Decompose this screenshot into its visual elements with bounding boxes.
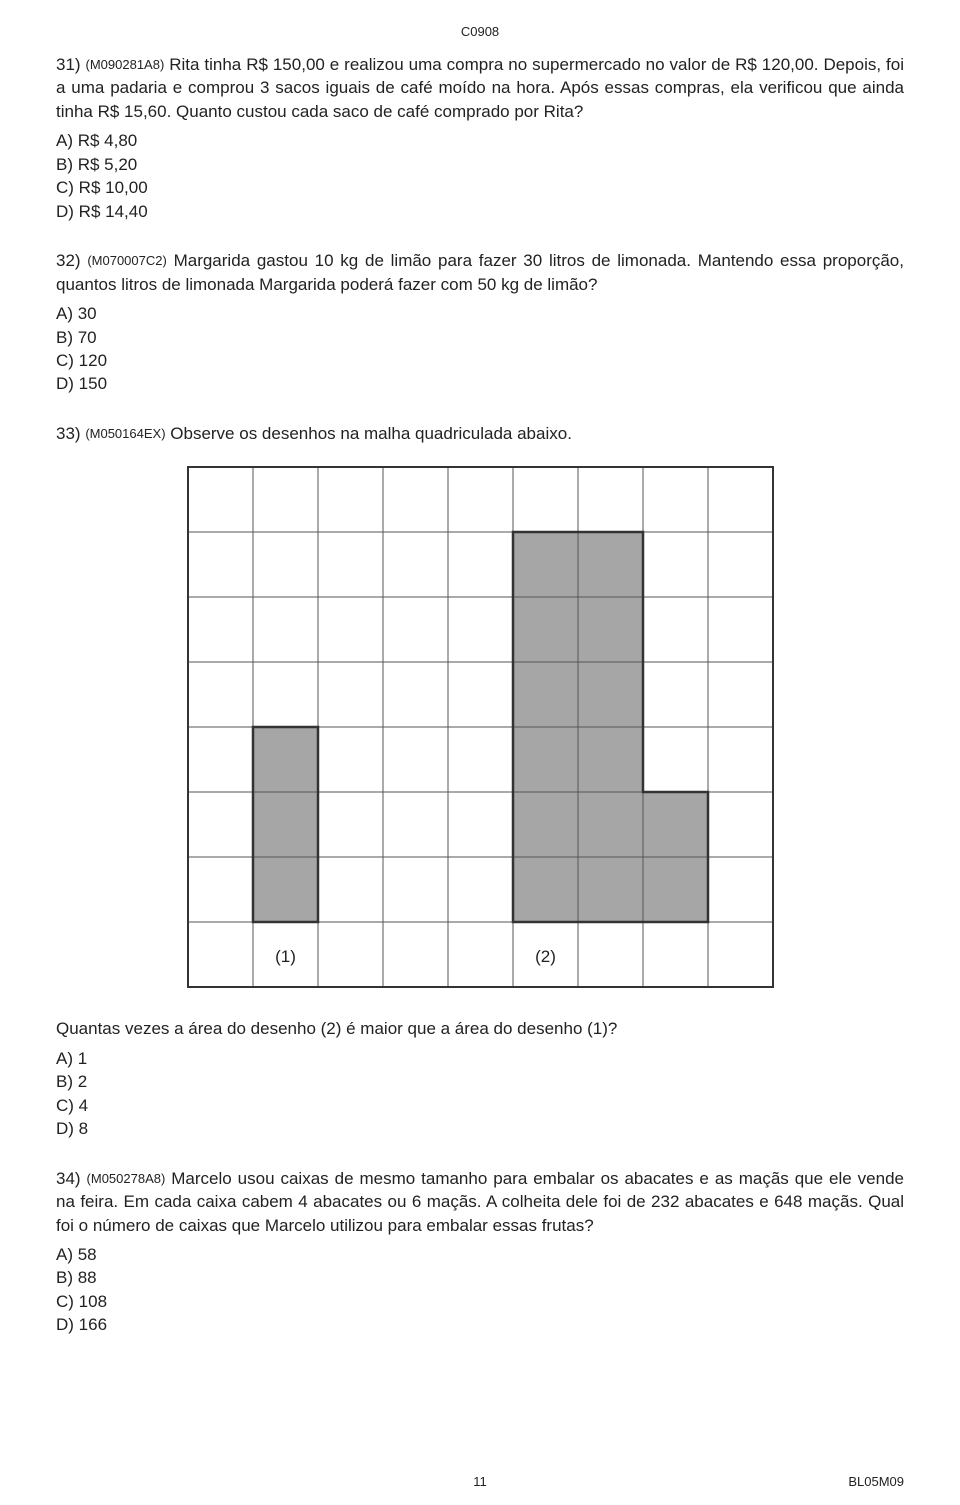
option-c: C) 108 — [56, 1290, 904, 1313]
option-b: B) 2 — [56, 1070, 904, 1093]
question-32: 32) (M070007C2) Margarida gastou 10 kg d… — [56, 249, 904, 396]
question-31-options: A) R$ 4,80 B) R$ 5,20 C) R$ 10,00 D) R$ … — [56, 129, 904, 223]
page: C0908 31) (M090281A8) Rita tinha R$ 150,… — [0, 0, 960, 1505]
question-34-prompt: 34) (M050278A8) Marcelo usou caixas de m… — [56, 1167, 904, 1237]
option-c: C) R$ 10,00 — [56, 176, 904, 199]
question-33-after: Quantas vezes a área do desenho (2) é ma… — [56, 1017, 904, 1040]
option-a: A) 30 — [56, 302, 904, 325]
option-d: D) 150 — [56, 372, 904, 395]
option-a: A) 1 — [56, 1047, 904, 1070]
question-32-options: A) 30 B) 70 C) 120 D) 150 — [56, 302, 904, 396]
option-b: B) 70 — [56, 326, 904, 349]
question-number: 32) — [56, 251, 81, 270]
question-33: 33) (M050164EX) Observe os desenhos na m… — [56, 422, 904, 1141]
question-34-options: A) 58 B) 88 C) 108 D) 166 — [56, 1243, 904, 1337]
question-text: Rita tinha R$ 150,00 e realizou uma comp… — [56, 55, 904, 121]
question-code: (M070007C2) — [87, 253, 167, 268]
question-31: 31) (M090281A8) Rita tinha R$ 150,00 e r… — [56, 53, 904, 223]
question-code: (M050164EX) — [85, 426, 165, 441]
question-number: 33) — [56, 424, 81, 443]
header-code: C0908 — [56, 24, 904, 39]
question-33-options: A) 1 B) 2 C) 4 D) 8 — [56, 1047, 904, 1141]
option-d: D) 166 — [56, 1313, 904, 1336]
svg-text:(2): (2) — [535, 948, 556, 967]
option-a: A) R$ 4,80 — [56, 129, 904, 152]
grid-figure: (1) (2) — [56, 465, 904, 989]
question-number: 34) — [56, 1169, 81, 1188]
option-c: C) 4 — [56, 1094, 904, 1117]
question-text: Observe os desenhos na malha quadriculad… — [170, 424, 572, 443]
question-text: Margarida gastou 10 kg de limão para faz… — [56, 251, 904, 293]
question-31-prompt: 31) (M090281A8) Rita tinha R$ 150,00 e r… — [56, 53, 904, 123]
grid-svg: (1) (2) — [186, 465, 775, 989]
question-text: Marcelo usou caixas de mesmo tamanho par… — [56, 1169, 904, 1235]
option-c: C) 120 — [56, 349, 904, 372]
footer-page-number: 11 — [473, 1474, 487, 1489]
footer-right-code: BL05M09 — [848, 1474, 904, 1489]
question-number: 31) — [56, 55, 81, 74]
option-b: B) 88 — [56, 1266, 904, 1289]
svg-text:(1): (1) — [275, 948, 296, 967]
question-34: 34) (M050278A8) Marcelo usou caixas de m… — [56, 1167, 904, 1337]
option-a: A) 58 — [56, 1243, 904, 1266]
question-code: (M050278A8) — [87, 1171, 166, 1186]
option-b: B) R$ 5,20 — [56, 153, 904, 176]
question-33-prompt: 33) (M050164EX) Observe os desenhos na m… — [56, 422, 904, 445]
option-d: D) 8 — [56, 1117, 904, 1140]
question-code: (M090281A8) — [86, 57, 165, 72]
page-footer: 11 BL05M09 — [56, 1474, 904, 1489]
option-d: D) R$ 14,40 — [56, 200, 904, 223]
question-32-prompt: 32) (M070007C2) Margarida gastou 10 kg d… — [56, 249, 904, 296]
